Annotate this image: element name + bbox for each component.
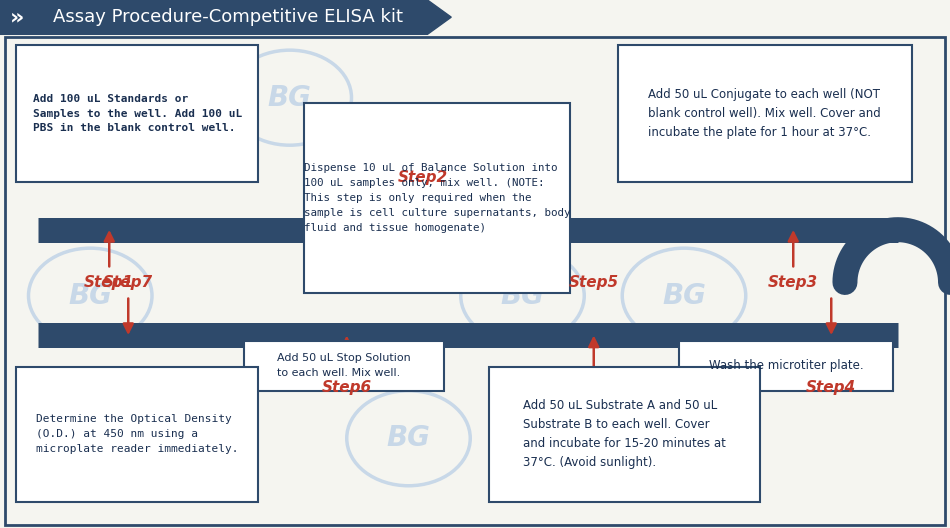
Text: Step6: Step6 (322, 380, 371, 395)
Polygon shape (0, 0, 451, 34)
FancyBboxPatch shape (489, 367, 760, 502)
Text: Step4: Step4 (807, 380, 856, 395)
Text: Assay Procedure-Competitive ELISA kit: Assay Procedure-Competitive ELISA kit (53, 8, 403, 26)
Text: BG: BG (268, 83, 312, 112)
FancyBboxPatch shape (618, 45, 912, 182)
Text: BG: BG (68, 281, 112, 310)
Text: Add 50 uL Conjugate to each well (NOT
blank control well). Mix well. Cover and
i: Add 50 uL Conjugate to each well (NOT bl… (648, 88, 882, 139)
Text: Step1: Step1 (85, 275, 134, 289)
Text: BG: BG (662, 97, 706, 125)
Text: Step7: Step7 (104, 276, 153, 290)
Text: BG: BG (662, 281, 706, 310)
Text: BG: BG (387, 424, 430, 452)
FancyBboxPatch shape (16, 367, 258, 502)
Text: Determine the Optical Density
(O.D.) at 450 nm using a
microplate reader immedia: Determine the Optical Density (O.D.) at … (36, 414, 238, 454)
Text: BG: BG (662, 424, 706, 452)
Text: Add 50 uL Substrate A and 50 uL
Substrate B to each well. Cover
and incubate for: Add 50 uL Substrate A and 50 uL Substrat… (523, 399, 726, 469)
Text: BG: BG (130, 424, 174, 452)
FancyBboxPatch shape (304, 103, 570, 293)
Text: »: » (10, 7, 25, 27)
FancyBboxPatch shape (679, 341, 893, 391)
Text: Step5: Step5 (569, 276, 618, 290)
Text: Dispense 10 uL of Balance Solution into
100 uL samples only, mix well. (NOTE:
Th: Dispense 10 uL of Balance Solution into … (304, 163, 570, 233)
FancyBboxPatch shape (16, 45, 258, 182)
Text: BG: BG (501, 281, 544, 310)
Text: BG: BG (68, 97, 112, 125)
FancyBboxPatch shape (244, 341, 444, 391)
Text: Step2: Step2 (398, 170, 447, 185)
Text: Step3: Step3 (769, 275, 818, 289)
Text: Wash the microtiter plate.: Wash the microtiter plate. (709, 359, 864, 372)
Text: Add 100 uL Standards or
Samples to the well. Add 100 uL
PBS in the blank control: Add 100 uL Standards or Samples to the w… (32, 93, 242, 133)
Text: Add 50 uL Stop Solution
to each well. Mix well.: Add 50 uL Stop Solution to each well. Mi… (277, 353, 410, 378)
